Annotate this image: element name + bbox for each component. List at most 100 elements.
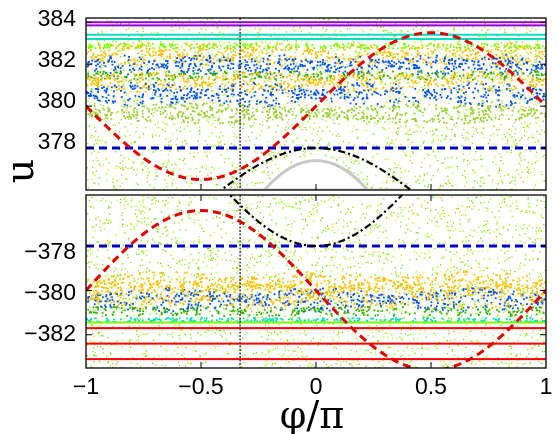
top-sea-point	[366, 20, 368, 22]
top-sea-point	[329, 130, 331, 132]
top-sea-point	[204, 140, 207, 142]
top-sea-point	[516, 71, 518, 73]
top-band-point	[460, 56, 463, 59]
top-band-point	[213, 47, 215, 50]
top-band-point	[422, 61, 424, 64]
top-sea-point	[522, 94, 525, 96]
top-band-point	[355, 60, 357, 63]
top-sea-point	[376, 113, 379, 115]
top-sea-point	[328, 90, 330, 92]
top-sea-point	[291, 124, 293, 126]
top-sea-point	[269, 42, 271, 44]
top-sea-point	[397, 47, 399, 49]
top-sea-point	[408, 66, 410, 68]
top-band-point	[477, 68, 479, 71]
top-band-point	[173, 47, 175, 50]
top-sea-point	[272, 151, 274, 153]
top-band-point	[163, 89, 166, 91]
top-band-point	[203, 94, 206, 97]
top-band-point	[397, 67, 400, 70]
top-band-point	[292, 59, 295, 62]
top-band-point	[404, 52, 407, 55]
top-band-point	[512, 70, 515, 73]
top-sea-point	[128, 22, 130, 25]
top-sea-point	[214, 126, 216, 128]
top-band-point	[313, 47, 315, 49]
top-sea-point	[484, 22, 486, 24]
top-band-point	[503, 76, 506, 79]
top-sea-point	[324, 71, 326, 74]
top-sea-point	[432, 134, 434, 136]
top-band-point	[127, 47, 130, 50]
top-sea-point	[189, 185, 191, 187]
top-band-point	[204, 82, 207, 84]
top-band-point	[258, 45, 261, 48]
top-sea-point	[496, 188, 498, 190]
top-sea-point	[135, 174, 137, 176]
top-band-point	[270, 85, 273, 88]
top-sea-point	[375, 52, 378, 54]
top-band-point	[275, 102, 277, 105]
top-sea-point	[198, 146, 200, 149]
top-sea-point	[504, 175, 506, 177]
top-sea-point	[153, 61, 155, 63]
top-sea-point	[544, 100, 546, 102]
top-sea-point	[119, 162, 121, 164]
top-band-point	[188, 96, 191, 99]
top-sea-point	[210, 18, 213, 21]
top-sea-point	[520, 152, 522, 154]
top-sea-point	[185, 37, 187, 39]
top-band-point	[208, 82, 211, 85]
top-band-point	[222, 65, 225, 68]
top-sea-point	[487, 169, 489, 171]
top-sea-point	[508, 65, 510, 67]
top-band-point	[316, 75, 319, 78]
top-sea-point	[533, 110, 536, 112]
top-sea-point	[494, 78, 496, 81]
top-sea-point	[108, 58, 111, 60]
top-band-point	[94, 47, 97, 49]
top-sea-point	[502, 58, 504, 60]
top-band-point	[514, 45, 517, 48]
top-band-point	[124, 44, 127, 46]
top-sea-point	[515, 29, 517, 32]
top-band-point	[389, 62, 392, 65]
top-sea-point	[104, 118, 106, 120]
top-sea-point	[454, 133, 456, 136]
top-band-point	[178, 55, 180, 58]
top-sea-point	[88, 125, 90, 127]
top-sea-point	[404, 152, 406, 154]
top-band-point	[139, 101, 142, 104]
top-sea-point	[139, 60, 141, 62]
top-sea-point	[309, 94, 312, 96]
top-sea-point	[202, 55, 204, 57]
top-sea-point	[453, 143, 455, 145]
top-sea-point	[214, 178, 216, 180]
top-band-point	[248, 73, 251, 76]
top-sea-point	[427, 97, 429, 99]
top-band-point	[121, 88, 123, 91]
top-band-point	[521, 73, 524, 75]
top-band-point	[201, 47, 204, 50]
top-sea-point	[388, 55, 390, 57]
top-band-point	[515, 87, 517, 90]
top-band-point	[245, 64, 247, 66]
top-band-point	[308, 82, 311, 85]
top-sea-point	[260, 77, 262, 79]
top-sea-point	[530, 171, 532, 173]
top-sea-point	[287, 95, 289, 98]
top-sea-point	[413, 131, 415, 133]
top-sea-point	[220, 37, 222, 39]
top-band-point	[91, 59, 94, 62]
top-sea-point	[188, 19, 190, 21]
top-sea-point	[171, 182, 174, 185]
top-sea-point	[327, 150, 330, 153]
top-sea-point	[489, 64, 491, 66]
top-sea-point	[258, 54, 260, 57]
top-sea-point	[469, 122, 471, 124]
top-band-point	[382, 75, 385, 78]
top-sea-point	[536, 110, 538, 112]
top-sea-point	[284, 63, 286, 65]
top-sea-point	[502, 114, 504, 116]
top-sea-point	[373, 90, 375, 92]
